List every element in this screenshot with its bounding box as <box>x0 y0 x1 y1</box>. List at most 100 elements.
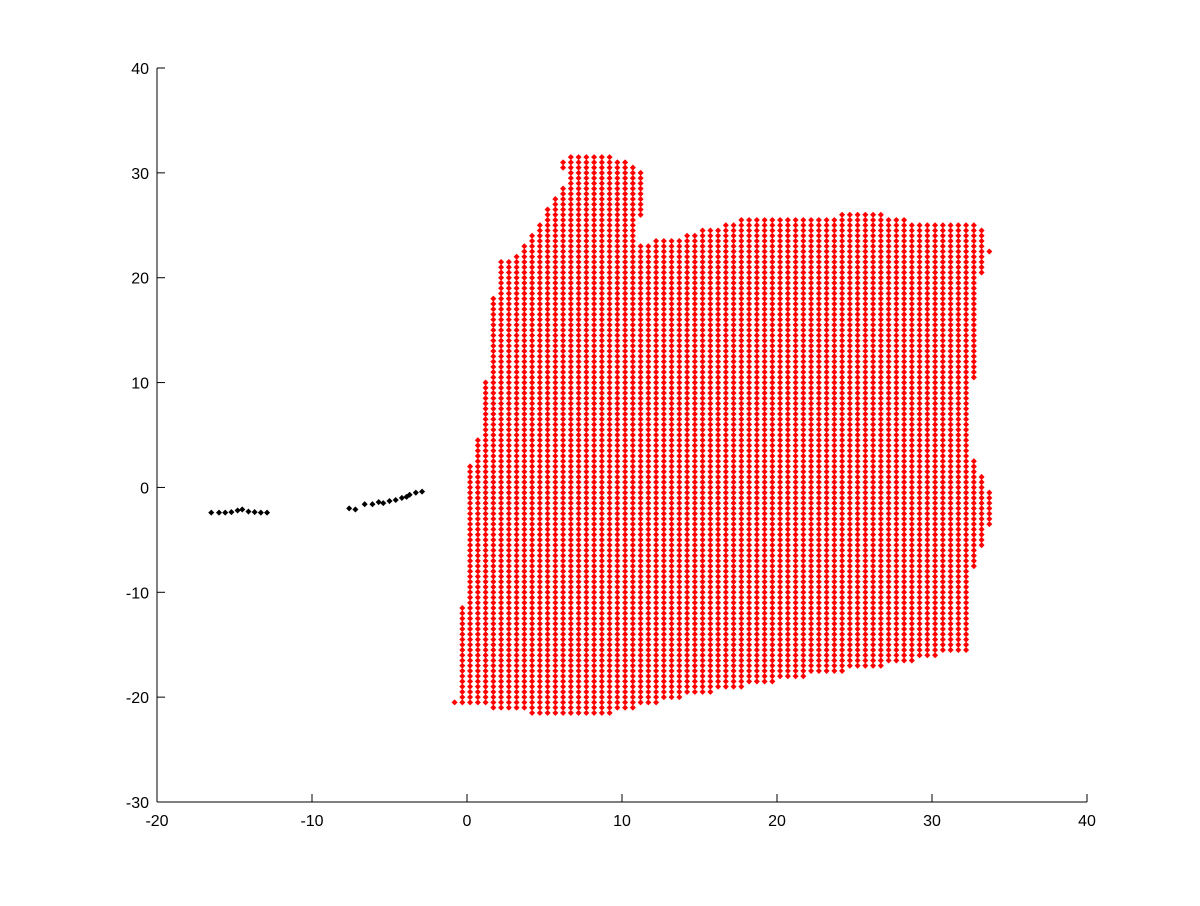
data-point <box>498 337 505 344</box>
data-point <box>730 358 737 365</box>
data-point <box>769 358 776 365</box>
data-point <box>575 248 582 255</box>
data-point <box>606 154 613 161</box>
data-point <box>792 248 799 255</box>
data-point <box>784 589 791 596</box>
data-point <box>622 646 629 653</box>
data-point <box>552 379 559 386</box>
data-point <box>877 243 884 250</box>
data-point <box>560 631 567 638</box>
data-point <box>784 400 791 407</box>
data-point <box>513 662 520 669</box>
data-point <box>529 311 536 318</box>
data-point <box>591 688 598 695</box>
data-point <box>567 400 574 407</box>
data-point <box>792 279 799 286</box>
data-point <box>839 431 846 439</box>
data-point <box>870 510 877 517</box>
data-point <box>637 536 644 543</box>
data-point <box>699 568 706 575</box>
data-point <box>815 269 822 276</box>
data-point <box>738 505 745 512</box>
data-point <box>560 442 567 449</box>
data-point <box>637 646 644 653</box>
data-point <box>684 683 691 690</box>
data-point <box>653 384 660 391</box>
data-point <box>637 390 644 397</box>
data-point <box>660 458 667 465</box>
data-point <box>637 557 644 564</box>
data-point <box>653 400 660 407</box>
data-point <box>746 337 753 344</box>
data-point <box>877 610 884 617</box>
data-point <box>598 369 605 376</box>
data-point <box>505 505 512 512</box>
data-point <box>622 484 629 491</box>
data-point <box>560 196 567 203</box>
data-point <box>583 615 590 622</box>
data-point <box>684 594 691 601</box>
data-point <box>482 400 489 407</box>
data-point <box>560 452 567 459</box>
data-point <box>637 206 644 213</box>
data-point <box>746 667 753 674</box>
data-point <box>629 369 636 376</box>
data-point <box>591 264 598 271</box>
data-point <box>885 300 892 307</box>
data-point <box>815 243 822 250</box>
data-point <box>784 431 791 439</box>
data-point <box>653 536 660 543</box>
data-point <box>575 646 582 653</box>
data-point <box>707 557 714 564</box>
data-point <box>808 363 815 370</box>
data-point <box>622 542 629 549</box>
data-point <box>606 704 613 711</box>
data-point <box>629 321 636 328</box>
data-point <box>800 447 807 454</box>
data-point <box>490 521 497 528</box>
data-point <box>854 552 861 559</box>
data-point <box>699 473 706 480</box>
data-point <box>474 531 481 538</box>
data-point <box>761 306 768 313</box>
data-point <box>792 615 799 622</box>
data-point <box>575 269 582 276</box>
data-point <box>808 316 815 323</box>
data-point <box>536 568 543 575</box>
data-point <box>746 353 753 360</box>
data-point <box>645 584 652 591</box>
data-point <box>862 536 869 543</box>
data-point <box>583 573 590 580</box>
data-point <box>482 552 489 559</box>
data-point <box>707 678 714 685</box>
data-point <box>552 589 559 596</box>
data-point <box>583 636 590 643</box>
data-point <box>583 437 590 444</box>
data-point <box>777 625 784 633</box>
data-point <box>668 688 675 695</box>
data-point <box>730 594 737 601</box>
data-point <box>800 646 807 653</box>
data-point <box>746 526 753 533</box>
data-point <box>862 578 869 585</box>
data-point <box>746 269 753 276</box>
data-point <box>854 646 861 653</box>
data-point <box>800 510 807 517</box>
data-point <box>536 447 543 454</box>
data-point <box>490 426 497 433</box>
data-point <box>583 625 590 633</box>
data-point <box>870 258 877 266</box>
data-point <box>513 563 520 570</box>
data-point <box>505 557 512 564</box>
data-point <box>498 363 505 370</box>
data-point <box>746 327 753 334</box>
data-point <box>730 390 737 397</box>
data-point <box>637 667 644 674</box>
data-point <box>637 337 644 344</box>
data-point <box>823 237 830 245</box>
data-point <box>482 500 489 507</box>
data-point <box>606 311 613 318</box>
data-point <box>513 631 520 638</box>
data-point <box>846 311 853 318</box>
data-point <box>591 426 598 433</box>
